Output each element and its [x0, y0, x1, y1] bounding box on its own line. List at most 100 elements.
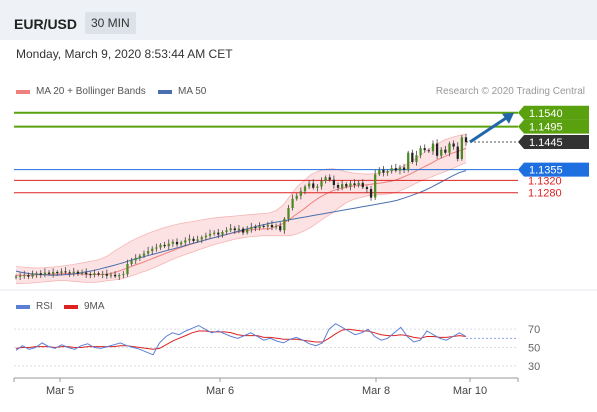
candle-body	[419, 148, 422, 156]
legend-label-ma-bollinger: MA 20 + Bollinger Bands	[36, 86, 146, 97]
candle-body	[369, 189, 373, 198]
candle-body	[19, 275, 22, 277]
candle-body	[394, 168, 397, 171]
candle-body	[113, 274, 117, 277]
candle-body	[270, 224, 274, 228]
candle-body	[35, 273, 38, 275]
candle-body	[328, 177, 331, 180]
candle-body	[361, 182, 364, 188]
candle-body	[349, 183, 352, 187]
level-label-box	[518, 105, 589, 120]
candle-body	[464, 137, 468, 142]
timeframe-badge[interactable]: 30 MIN	[85, 12, 136, 34]
candle-body	[262, 225, 265, 227]
rsi-line	[15, 323, 467, 356]
legend-swatch-9ma	[64, 304, 78, 309]
legend-swatch-ma50	[158, 89, 172, 94]
candle-body	[97, 273, 100, 275]
header-bar: EUR/USD 30 MIN	[0, 0, 597, 40]
level-label-box	[518, 162, 589, 177]
symbol-label: EUR/USD	[14, 16, 78, 32]
candle-body	[283, 218, 286, 231]
candle-body	[444, 149, 447, 153]
candle-body	[452, 143, 455, 147]
candle-body	[122, 274, 125, 276]
candle-body	[101, 273, 104, 275]
candle-body	[374, 174, 377, 198]
legend-rsi: RSI	[16, 301, 53, 312]
bollinger-upper-line	[15, 133, 467, 269]
candle-body	[233, 228, 236, 231]
candle-body	[345, 184, 348, 187]
candle-body	[167, 243, 170, 247]
candle-body	[303, 186, 307, 192]
candle-body	[460, 137, 463, 159]
candle-body	[159, 244, 162, 248]
candle-body	[431, 143, 435, 152]
candle-body	[23, 275, 26, 277]
candle-body	[456, 146, 459, 159]
candle-body	[47, 272, 51, 274]
candle-body	[126, 264, 129, 275]
candle-body	[341, 184, 344, 188]
legend-swatch-ma-bollinger	[16, 89, 30, 94]
candle-body	[14, 276, 18, 278]
candle-body	[316, 186, 319, 188]
candle-body	[448, 143, 451, 153]
candle-body	[134, 257, 137, 261]
candle-body	[295, 195, 298, 199]
bollinger-band	[16, 134, 466, 284]
candle-body	[229, 228, 232, 231]
candle-body	[423, 148, 426, 151]
candle-body	[27, 275, 30, 277]
candle-body	[213, 232, 216, 234]
x-tick-label: Mar 6	[206, 385, 234, 397]
candle-body	[138, 255, 141, 258]
level-label-resistance: 1.1540	[529, 108, 563, 120]
legend-swatch-rsi	[16, 304, 30, 309]
candle-body	[250, 227, 253, 229]
candle-body	[151, 248, 154, 252]
candle-body	[353, 183, 356, 186]
level-label-box	[518, 119, 589, 134]
candle-body	[76, 271, 80, 274]
candle-body	[382, 169, 385, 173]
candle-body	[415, 155, 418, 162]
level-label-box	[518, 134, 589, 149]
candle-body	[180, 242, 183, 245]
candle-body	[279, 225, 282, 231]
candle-body	[68, 272, 71, 274]
candle-body	[312, 183, 315, 188]
candle-body	[320, 181, 323, 187]
candle-body	[56, 272, 59, 274]
candle-body	[155, 247, 158, 249]
rsi-tick-70: 70	[528, 324, 540, 336]
candle-body	[39, 273, 42, 275]
candle-body	[398, 167, 402, 171]
candle-body	[109, 274, 113, 276]
candle-body	[407, 152, 410, 170]
candle-body	[246, 228, 249, 233]
candle-body	[225, 230, 228, 233]
candle-body	[266, 224, 269, 227]
candle-body	[440, 149, 443, 156]
level-label-resistance: 1.1495	[529, 122, 563, 134]
candle-body	[287, 208, 290, 219]
candle-body	[208, 233, 212, 236]
candle-body	[171, 241, 175, 244]
rsi-tick-50: 50	[528, 343, 540, 355]
candle-body	[357, 182, 360, 186]
candle-body	[52, 272, 55, 274]
candle-body	[390, 168, 393, 172]
legend-label-9ma: 9MA	[84, 301, 105, 312]
forecast-arrow-head	[502, 112, 514, 124]
candle-body	[274, 225, 278, 228]
candle-body	[332, 179, 336, 186]
candle-body	[291, 198, 294, 209]
candle-body	[196, 239, 199, 241]
x-tick-label: Mar 10	[453, 385, 487, 397]
candle-body	[435, 143, 439, 156]
level-label-last: 1.1445	[529, 137, 563, 149]
